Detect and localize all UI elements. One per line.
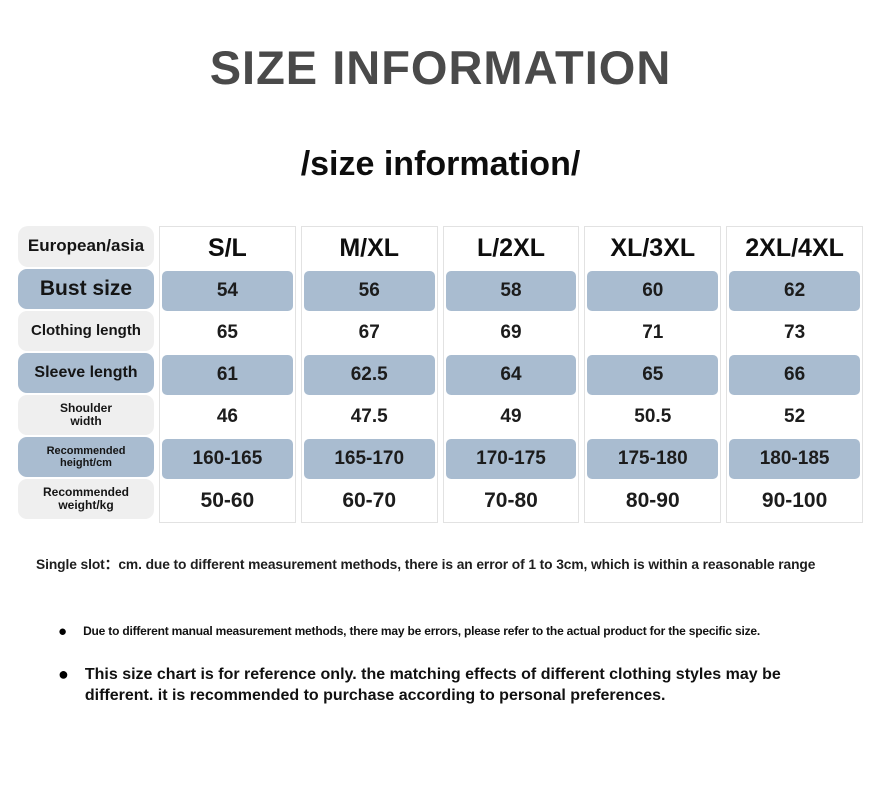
size-column-m-xl: M/XL 56 67 62.5 47.5 165-170 60-70 [300,226,438,523]
size-column-l-2xl: L/2XL 58 69 64 49 170-175 70-80 [442,226,580,523]
size-header-2xl-4xl: 2XL/4XL [745,234,844,262]
recommended-height-value: 165-170 [303,439,435,479]
bust-value: 62 [729,271,860,311]
recommended-height-value: 180-185 [729,439,860,479]
bust-value: 54 [162,271,293,311]
shoulder-width-value: 49 [500,406,522,427]
size-header-m-xl: M/XL [339,234,400,262]
size-header-s-l: S/L [207,234,247,262]
size-header-l-2xl: L/2XL [476,234,546,262]
row-label-shoulder-width: Shoulder width [18,395,154,435]
sleeve-length-value: 65 [587,355,719,395]
sleeve-length-value: 62.5 [303,355,435,395]
recommended-height-value: 170-175 [445,439,577,479]
shoulder-width-value: 46 [216,406,238,427]
recommended-height-value: 175-180 [587,439,719,479]
size-header-xl-3xl: XL/3XL [610,234,696,262]
sleeve-length-value: 64 [445,355,577,395]
page-subtitle: /size information/ [300,145,581,183]
recommended-weight-value: 90-100 [761,489,828,512]
bullet-icon: ● [58,623,68,640]
recommended-weight-value: 50-60 [200,489,255,512]
size-table: European/asia Bust size Clothing length … [18,226,863,523]
bust-value: 56 [303,271,435,311]
clothing-length-value: 69 [500,322,522,343]
recommended-height-value: 160-165 [162,439,293,479]
clothing-length-value: 73 [784,322,806,343]
bust-value: 60 [587,271,719,311]
clothing-length-value: 71 [642,322,664,343]
row-labels-column: European/asia Bust size Clothing length … [18,226,154,523]
recommended-weight-value: 80-90 [625,489,680,512]
row-label-recommended-height: Recommended height/cm [18,437,154,477]
bullet-note-1: ● Due to different manual measurement me… [58,623,851,642]
bullet-note-2: ● This size chart is for reference only.… [58,664,811,707]
bullet-note-1-text: Due to different manual measurement meth… [83,624,760,638]
shoulder-width-value: 50.5 [634,406,672,427]
sleeve-length-value: 66 [729,355,860,395]
sleeve-length-value: 61 [162,355,293,395]
corner-label: European/asia [18,226,154,267]
clothing-length-value: 67 [358,322,380,343]
shoulder-width-value: 52 [784,406,806,427]
row-label-bust-size: Bust size [18,269,154,309]
bullet-icon: ● [58,663,69,684]
recommended-weight-value: 60-70 [342,489,397,512]
size-column-s-l: S/L 54 65 61 46 160-165 50-60 [159,226,296,523]
row-label-sleeve-length: Sleeve length [18,353,154,393]
page-title: SIZE INFORMATION [209,41,672,94]
recommended-weight-value: 70-80 [484,489,538,512]
bullet-note-2-text: This size chart is for reference only. t… [84,665,781,705]
measurement-note: Single slot：cm. due to different measure… [36,557,816,572]
size-column-xl-3xl: XL/3XL 60 71 65 50.5 175-180 80-90 [584,226,722,523]
clothing-length-value: 65 [216,322,238,343]
row-label-clothing-length: Clothing length [18,311,154,351]
size-column-2xl-4xl: 2XL/4XL 62 73 66 52 180-185 90-100 [726,226,863,523]
bust-value: 58 [445,271,577,311]
shoulder-width-value: 47.5 [350,406,388,427]
row-label-recommended-weight: Recommended weight/kg [18,479,154,519]
